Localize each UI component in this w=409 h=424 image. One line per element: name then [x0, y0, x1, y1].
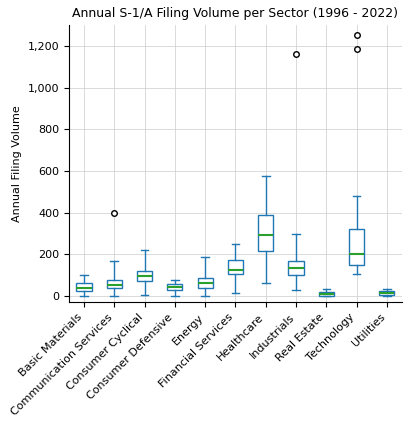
PathPatch shape [258, 215, 273, 251]
PathPatch shape [76, 283, 92, 291]
PathPatch shape [379, 291, 395, 295]
Title: Annual S-1/A Filing Volume per Sector (1996 - 2022): Annual S-1/A Filing Volume per Sector (1… [72, 7, 398, 20]
PathPatch shape [349, 229, 364, 265]
PathPatch shape [137, 271, 152, 281]
PathPatch shape [198, 278, 213, 287]
PathPatch shape [107, 280, 122, 288]
Y-axis label: Annual Filing Volume: Annual Filing Volume [12, 106, 22, 222]
PathPatch shape [167, 284, 182, 290]
PathPatch shape [319, 292, 334, 296]
PathPatch shape [228, 259, 243, 274]
PathPatch shape [288, 261, 303, 275]
